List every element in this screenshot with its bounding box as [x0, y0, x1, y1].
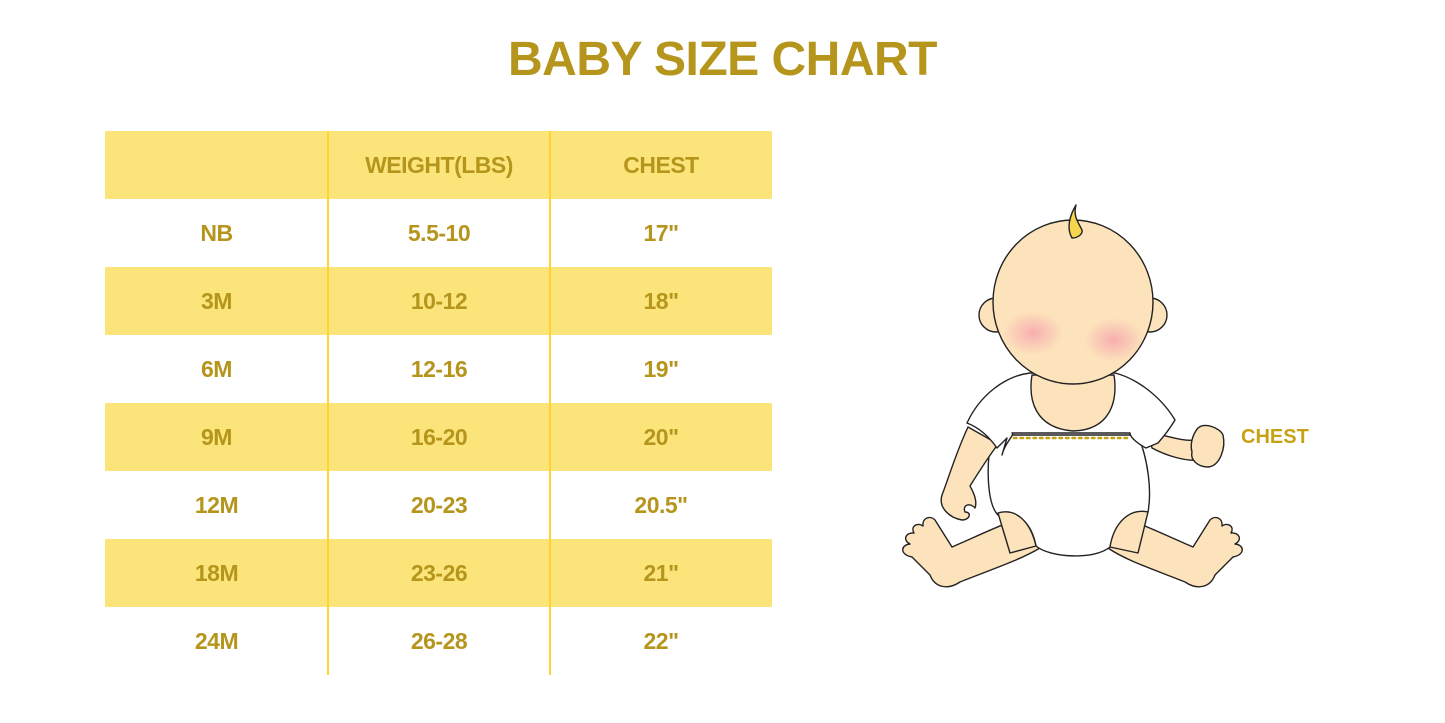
table-header-row: WEIGHT(LBS) CHEST: [105, 131, 772, 199]
weight-cell: 20-23: [410, 491, 468, 518]
chest-cell: 17": [643, 219, 680, 246]
chest-cell: 22": [643, 627, 680, 654]
size-cell: 24M: [194, 627, 239, 654]
left-arm: [940, 426, 999, 521]
weight-cell: 12-16: [410, 355, 468, 382]
weight-cell: 23-26: [410, 559, 468, 586]
size-cell: 12M: [194, 491, 239, 518]
size-cell: NB: [200, 219, 233, 246]
table-row: 3M 10-12 18": [105, 267, 772, 335]
column-divider: [327, 131, 329, 675]
table-row: 12M 20-23 20.5": [105, 471, 772, 539]
column-divider: [549, 131, 551, 675]
table-row: 6M 12-16 19": [105, 335, 772, 403]
table-row: NB 5.5-10 17": [105, 199, 772, 267]
size-cell: 18M: [194, 559, 239, 586]
header-weight: WEIGHT(LBS): [365, 151, 513, 178]
fist: [1190, 424, 1225, 468]
table-row: 24M 26-28 22": [105, 607, 772, 675]
chest-cell: 21": [643, 559, 680, 586]
size-table: WEIGHT(LBS) CHEST NB 5.5-10 17" 3M 10-12…: [105, 131, 772, 675]
left-cheek: [1003, 311, 1063, 355]
chest-cell: 19": [643, 355, 680, 382]
chest-cell: 20": [643, 423, 680, 450]
chest-label: CHEST: [1241, 426, 1309, 448]
header-chest: CHEST: [623, 151, 699, 178]
weight-cell: 10-12: [410, 287, 468, 314]
chest-cell: 18": [643, 287, 680, 314]
size-cell: 3M: [201, 287, 232, 314]
neck: [1030, 374, 1116, 432]
right-cheek: [1084, 318, 1144, 362]
size-cell: 9M: [201, 423, 232, 450]
page-title: BABY SIZE CHART: [508, 33, 937, 86]
weight-cell: 26-28: [410, 627, 468, 654]
head: [992, 219, 1154, 385]
weight-cell: 5.5-10: [407, 219, 471, 246]
chest-cell: 20.5": [634, 491, 688, 518]
baby-illustration: [902, 204, 1243, 588]
table-row: 18M 23-26 21": [105, 539, 772, 607]
table-row: 9M 16-20 20": [105, 403, 772, 471]
hair-curl: [1068, 204, 1083, 239]
weight-cell: 16-20: [410, 423, 468, 450]
size-cell: 6M: [201, 355, 232, 382]
